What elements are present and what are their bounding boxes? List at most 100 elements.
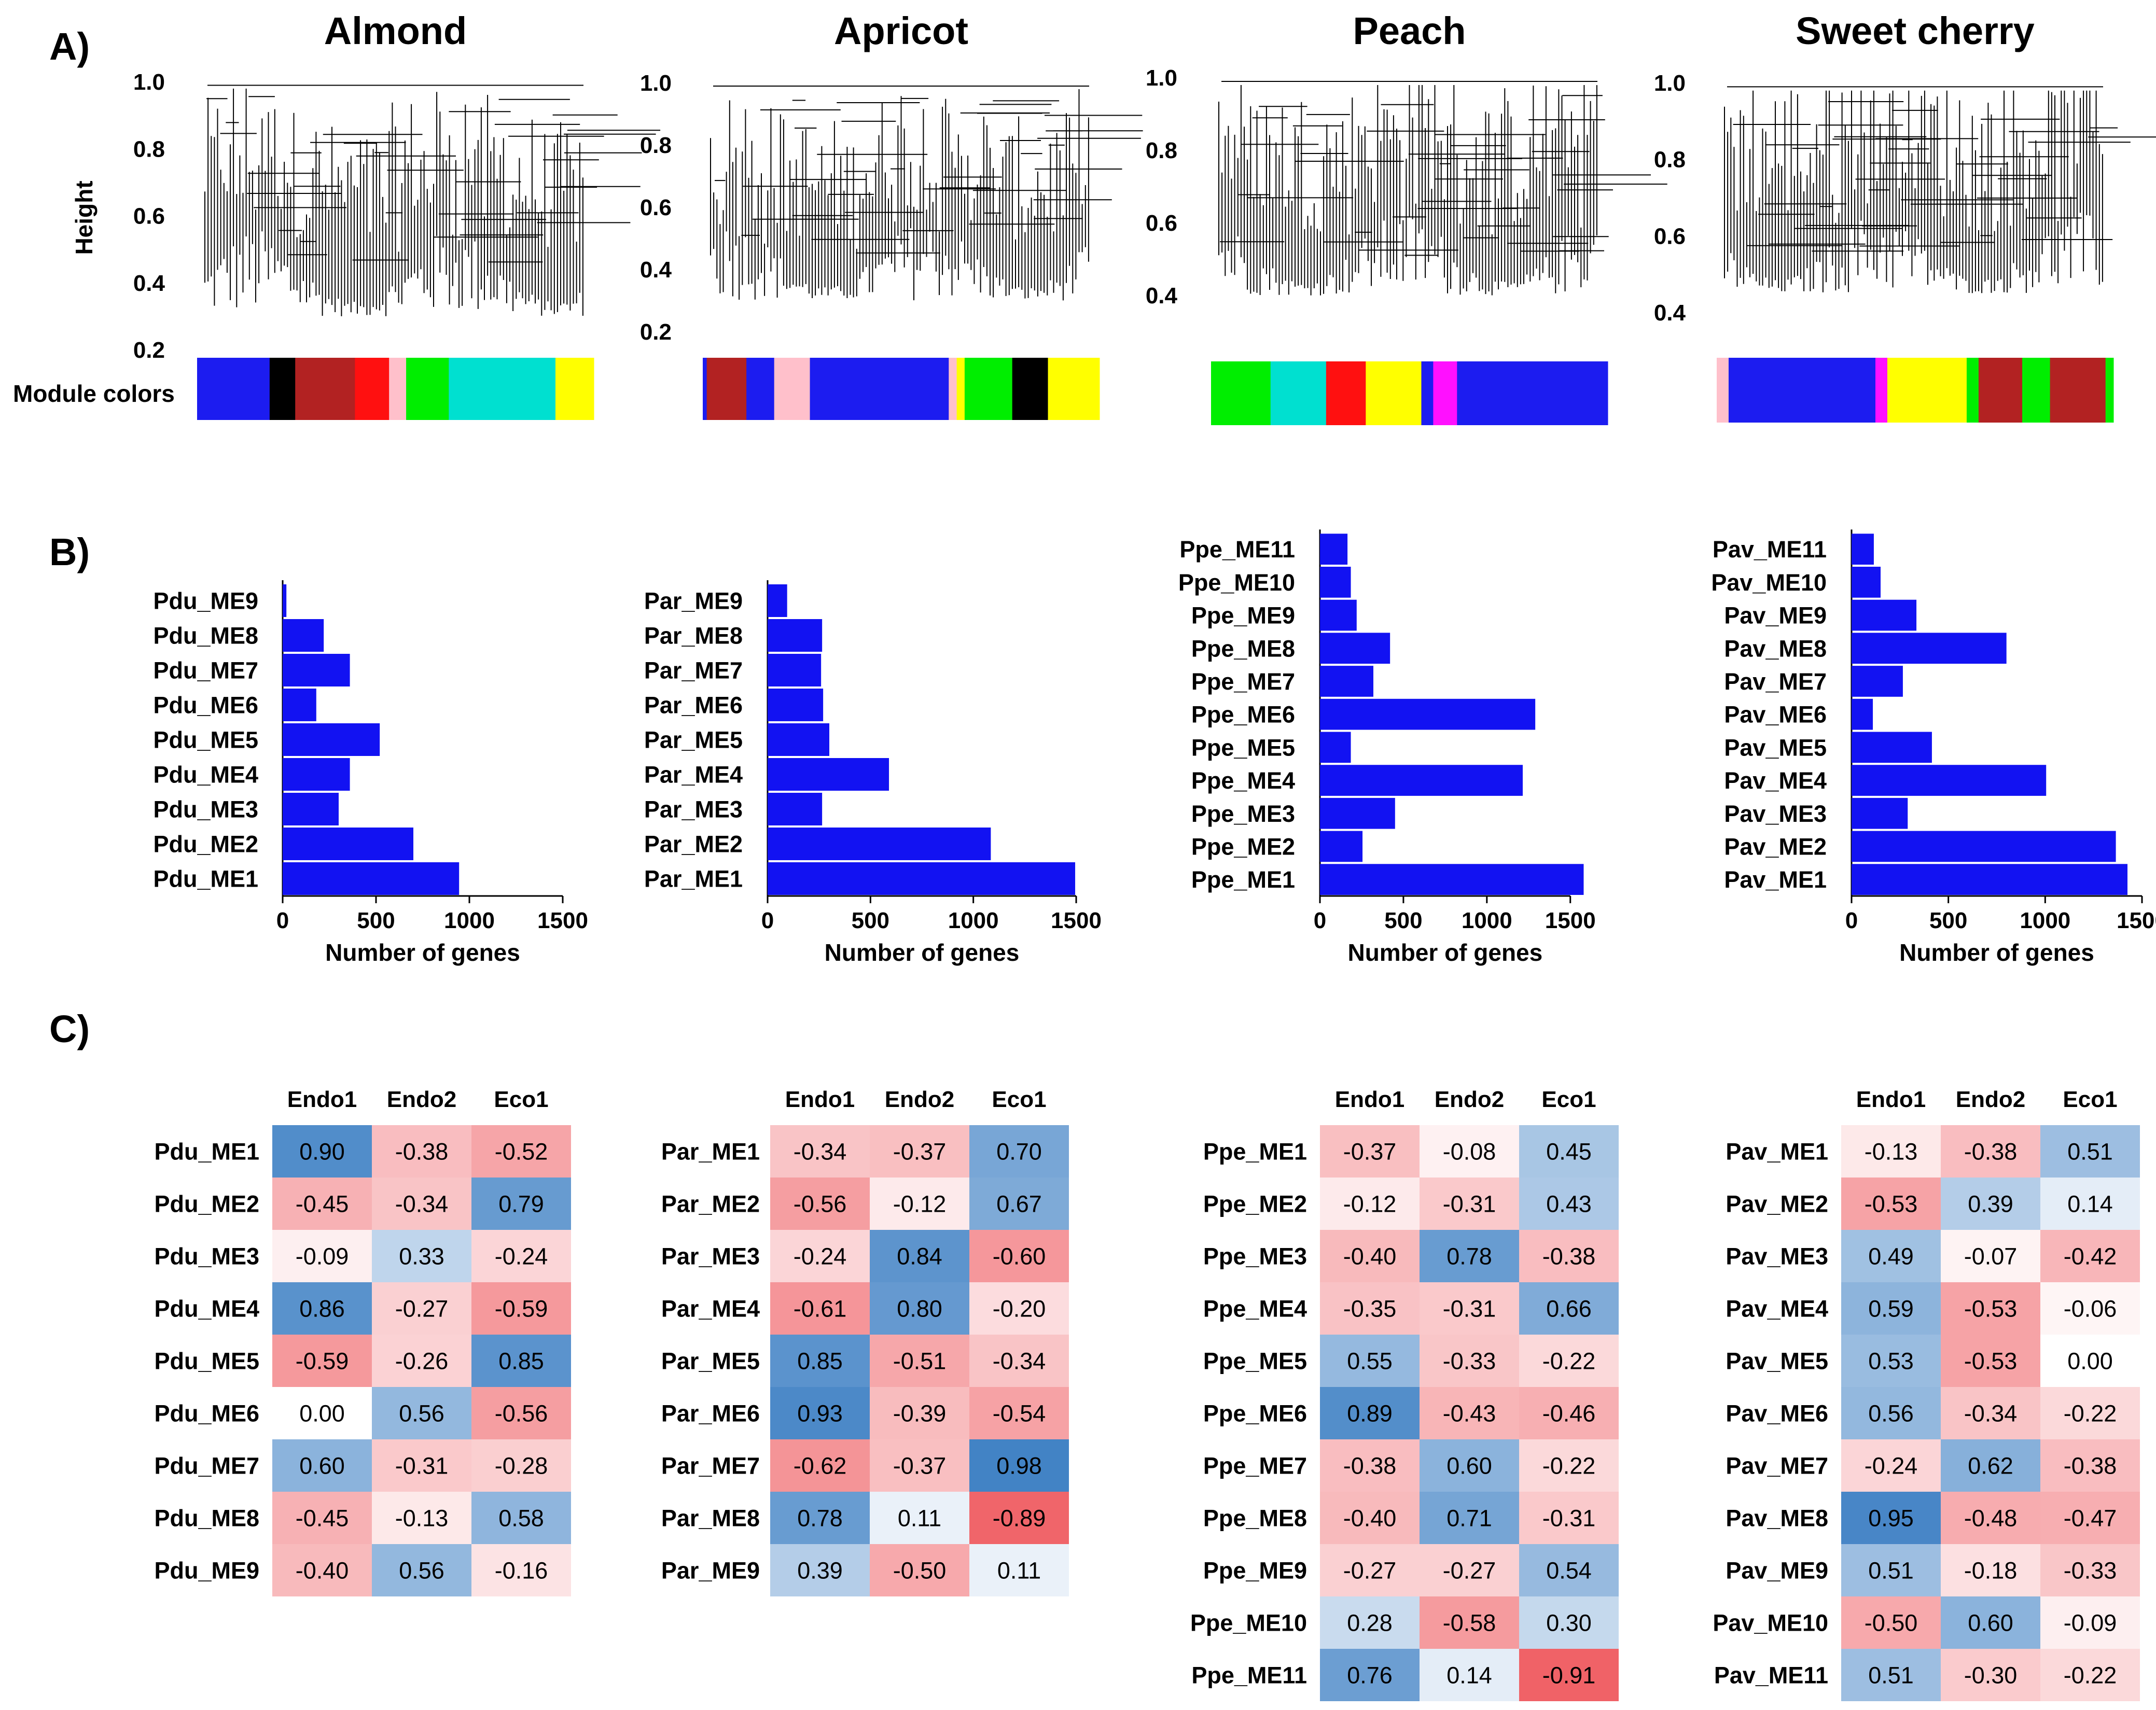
y-tick-label: 0.8 bbox=[1654, 147, 1686, 173]
heatmap-cell bbox=[471, 1125, 571, 1178]
heatmap-cell bbox=[870, 1178, 969, 1230]
heatmap-cell-value: 0.55 bbox=[1347, 1348, 1393, 1375]
heatmap-column-label: Endo1 bbox=[1335, 1087, 1404, 1112]
bar-category-label: Pav_ME1 bbox=[1724, 866, 1827, 893]
heatmap-almond: Endo1 Endo2 Eco1 Pdu_ME1 0.90 -0.38 -0.52 Pdu_M… bbox=[154, 1087, 571, 1596]
y-tick-label: 1.0 bbox=[1146, 65, 1177, 91]
heatmap-cell-value: -0.08 bbox=[1443, 1139, 1496, 1165]
heatmap-cell bbox=[770, 1125, 870, 1178]
heatmap-cell bbox=[1941, 1230, 2040, 1282]
heatmap-cell bbox=[372, 1492, 471, 1544]
heatmap-cell bbox=[1841, 1282, 1941, 1335]
heatmap-cell-value: -0.91 bbox=[1542, 1662, 1596, 1689]
heatmap-cell-value: -0.31 bbox=[395, 1453, 449, 1479]
heatmap-cell-value: 0.59 bbox=[1868, 1296, 1914, 1322]
heatmap-cell bbox=[272, 1387, 372, 1439]
x-tick-label: 500 bbox=[1929, 908, 1967, 933]
heatmap-cell bbox=[969, 1439, 1069, 1492]
bar-pdu-me1 bbox=[283, 862, 460, 895]
bar-category-label: Ppe_ME11 bbox=[1179, 536, 1295, 563]
heatmap-row-label: Par_ME4 bbox=[661, 1296, 760, 1322]
dendrogram-peach: Peach 1.0 0.8 0.6 0.4 bbox=[1146, 9, 1667, 425]
heatmap-cell-value: 0.76 bbox=[1347, 1662, 1393, 1689]
heatmap-cell bbox=[1420, 1230, 1519, 1282]
module-color-block bbox=[746, 358, 775, 420]
heatmap-cell-value: -0.37 bbox=[893, 1139, 947, 1165]
heatmap-cell-value: 0.66 bbox=[1546, 1296, 1592, 1322]
heatmap-cell bbox=[1519, 1282, 1619, 1335]
heatmap-row-label: Pav_ME1 bbox=[1726, 1139, 1828, 1165]
bar-pav-me10 bbox=[1852, 567, 1881, 598]
heatmap-cell bbox=[870, 1439, 969, 1492]
heatmap-cell bbox=[2040, 1649, 2140, 1701]
bar-pav-me8 bbox=[1852, 633, 2007, 664]
heatmap-cell-value: 0.14 bbox=[2067, 1191, 2113, 1217]
heatmap-cell-value: -0.22 bbox=[1542, 1453, 1596, 1479]
bar-category-label: Ppe_ME4 bbox=[1191, 767, 1295, 794]
bar-category-label: Pav_ME10 bbox=[1711, 569, 1827, 596]
heatmap-cell bbox=[2040, 1230, 2140, 1282]
heatmap-cell bbox=[1519, 1335, 1619, 1387]
bar-pav-me7 bbox=[1852, 666, 1903, 697]
heatmap-cell-value: 0.71 bbox=[1446, 1505, 1492, 1532]
heatmap-cell bbox=[1420, 1178, 1519, 1230]
bar-pav-me6 bbox=[1852, 698, 1873, 730]
module-color-block bbox=[389, 358, 407, 420]
x-axis-label: Number of genes bbox=[1899, 939, 2094, 966]
heatmap-cell-value: 0.51 bbox=[1868, 1662, 1914, 1689]
bar-par-me4 bbox=[768, 758, 889, 791]
bar-category-label: Pdu_ME6 bbox=[153, 692, 258, 719]
x-tick-label: 1500 bbox=[1051, 908, 1102, 933]
heatmap-row-label: Ppe_ME10 bbox=[1190, 1610, 1307, 1636]
heatmap-cell-value: -0.34 bbox=[395, 1191, 449, 1217]
bar-category-label: Ppe_ME6 bbox=[1191, 702, 1295, 728]
panel-label-c: C) bbox=[49, 1007, 90, 1050]
heatmap-cell-value: -0.89 bbox=[993, 1505, 1046, 1532]
heatmap-row-label: Pdu_ME9 bbox=[154, 1558, 259, 1584]
heatmap-row-label: Ppe_ME4 bbox=[1203, 1296, 1307, 1322]
heatmap-cell bbox=[870, 1387, 969, 1439]
heatmap-cell-value: -0.47 bbox=[2064, 1505, 2117, 1532]
heatmap-cell bbox=[770, 1492, 870, 1544]
heatmap-row-label: Pav_ME10 bbox=[1713, 1610, 1828, 1636]
heatmap-row-label: Par_ME5 bbox=[661, 1348, 760, 1375]
heatmap-cell bbox=[372, 1387, 471, 1439]
heatmap-cell-value: 0.49 bbox=[1868, 1243, 1914, 1270]
bar-pdu-me3 bbox=[283, 793, 339, 825]
heatmap-row-label: Ppe_ME7 bbox=[1203, 1453, 1307, 1479]
heatmap-panels: Endo1 Endo2 Eco1 Pdu_ME1 0.90 -0.38 -0.52 Pdu_M… bbox=[154, 1087, 2140, 1701]
heatmap-row-label: Pdu_ME5 bbox=[154, 1348, 259, 1375]
heatmap-row-label: Pav_ME7 bbox=[1726, 1453, 1828, 1479]
heatmap-column-label: Eco1 bbox=[1541, 1087, 1596, 1112]
bar-par-me1 bbox=[768, 862, 1076, 895]
heatmap-cell-value: -0.43 bbox=[1443, 1400, 1496, 1427]
heatmap-cell-value: -0.53 bbox=[1964, 1296, 2018, 1322]
heatmap-row-label: Par_ME6 bbox=[661, 1400, 760, 1427]
y-tick-label: 0.6 bbox=[640, 195, 672, 220]
heatmap-cell bbox=[1320, 1492, 1420, 1544]
heatmap-cell bbox=[1320, 1282, 1420, 1335]
module-color-block bbox=[1887, 358, 1967, 423]
heatmap-cell bbox=[1941, 1492, 2040, 1544]
heatmap-cell-value: -0.13 bbox=[1865, 1139, 1918, 1165]
heatmap-cell bbox=[1519, 1649, 1619, 1701]
bar-ppe-me8 bbox=[1320, 633, 1390, 664]
heatmap-row-label: Par_ME7 bbox=[661, 1453, 760, 1479]
heatmap-row-label: Pav_ME3 bbox=[1726, 1243, 1828, 1270]
heatmap-cell-value: -0.24 bbox=[794, 1243, 847, 1270]
heatmap-cell bbox=[2040, 1178, 2140, 1230]
heatmap-row-label: Pdu_ME1 bbox=[154, 1139, 259, 1165]
heatmap-cell-value: 0.39 bbox=[1968, 1191, 2013, 1217]
bar-par-me9 bbox=[768, 584, 787, 617]
heatmap-cell-value: 0.80 bbox=[897, 1296, 942, 1322]
species-title: Peach bbox=[1353, 9, 1466, 52]
bar-category-label: Pav_ME7 bbox=[1724, 668, 1827, 695]
heatmap-cell-value: -0.24 bbox=[495, 1243, 548, 1270]
heatmap-cell bbox=[272, 1230, 372, 1282]
heatmap-cell bbox=[1320, 1387, 1420, 1439]
bar-category-label: Ppe_ME9 bbox=[1191, 602, 1295, 629]
x-tick-label: 500 bbox=[852, 908, 889, 933]
heatmap-cell-value: -0.60 bbox=[993, 1243, 1046, 1270]
y-tick-label: 0.8 bbox=[1146, 138, 1177, 163]
bar-pdu-me9 bbox=[283, 584, 287, 617]
